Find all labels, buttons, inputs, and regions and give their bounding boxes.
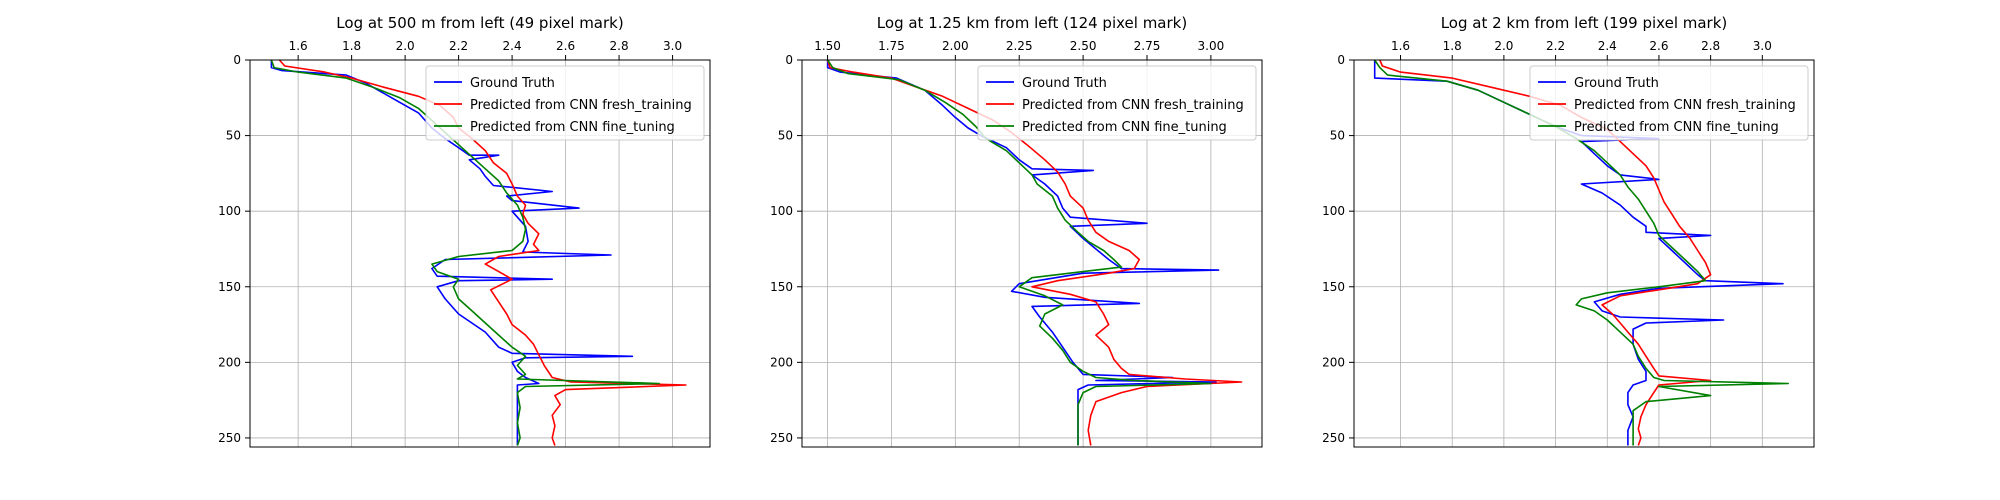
y-tick-label: 100 [218,204,241,218]
x-tick-label: 2.50 [1070,39,1097,53]
x-tick-label: 2.00 [942,39,969,53]
y-tick-label: 0 [1337,53,1345,67]
x-tick-label: 1.6 [1391,39,1410,53]
y-tick-label: 100 [770,204,793,218]
legend: Ground Truth Predicted from CNN fresh_tra… [425,65,705,141]
plot-frame [1353,59,1815,448]
legend-label: Predicted from CNN fresh_training [1574,98,1796,113]
x-tick-label: 2.25 [1006,39,1033,53]
x-tick-label: 3.0 [663,39,682,53]
legend-label: Predicted from CNN fine_tuning [470,120,675,135]
legend-box [425,65,705,141]
y-tick-label: 50 [778,129,793,143]
plot-frame [801,59,1263,448]
x-tick-label: 2.2 [449,39,468,53]
x-tick-label: 2.0 [1494,39,1513,53]
x-tick-label: 2.8 [610,39,629,53]
chart-panel-2: 1.50 1.75 2.00 2.25 2.50 2.75 3.00 0 50 100 150 200… [770,14,1263,448]
chart-title: Log at 500 m from left (49 pixel mark) [336,14,623,32]
legend-label: Ground Truth [1022,76,1107,91]
y-tick-label: 200 [770,355,793,369]
plot-frame [249,59,711,448]
x-tick-label: 1.75 [878,39,905,53]
series-line-3 [270,59,660,446]
y-tick-label: 250 [770,431,793,445]
x-tick-label: 3.00 [1198,39,1225,53]
legend-label: Ground Truth [470,76,555,91]
y-tick-label: 250 [218,431,241,445]
y-tick-label: 0 [233,53,241,67]
series-line-3 [826,59,1212,446]
x-tick-label: 2.0 [396,39,415,53]
legend: Ground Truth Predicted from CNN fresh_tra… [1529,65,1809,141]
y-tick-label: 250 [1322,431,1345,445]
legend-label: Predicted from CNN fine_tuning [1574,120,1779,135]
y-tick-label: 50 [1330,129,1345,143]
legend-label: Predicted from CNN fine_tuning [1022,120,1227,135]
legend-label: Predicted from CNN fresh_training [1022,98,1244,113]
x-tick-label: 2.4 [503,39,522,53]
legend: Ground Truth Predicted from CNN fresh_tra… [977,65,1257,141]
x-tick-label: 1.8 [1443,39,1462,53]
y-tick-label: 150 [1322,280,1345,294]
x-tick-label: 2.2 [1546,39,1565,53]
y-tick-label: 50 [226,129,241,143]
chart-panel-3: 1.6 1.8 2.0 2.2 2.4 2.6 2.8 3.0 0 50 100 150 200 250 L… [1322,14,1815,448]
y-tick-label: 150 [218,280,241,294]
x-tick-label: 1.50 [814,39,841,53]
x-tick-label: 2.4 [1598,39,1617,53]
x-tick-label: 2.8 [1701,39,1720,53]
chart-title: Log at 2 km from left (199 pixel mark) [1441,14,1728,32]
y-tick-label: 150 [770,280,793,294]
y-tick-label: 200 [218,355,241,369]
legend-label: Ground Truth [1574,76,1659,91]
y-tick-label: 100 [1322,204,1345,218]
chart-panel-1: 1.6 1.8 2.0 2.2 2.4 2.6 2.8 3.0 0 50 100 150 200 250 L… [218,14,711,448]
legend-box [977,65,1257,141]
x-tick-label: 3.0 [1753,39,1772,53]
legend-label: Predicted from CNN fresh_training [470,98,692,113]
y-tick-label: 0 [785,53,793,67]
x-tick-label: 2.6 [556,39,575,53]
x-tick-label: 1.6 [289,39,308,53]
y-tick-label: 200 [1322,355,1345,369]
chart-title: Log at 1.25 km from left (124 pixel mark… [877,14,1187,32]
x-tick-label: 1.8 [342,39,361,53]
x-tick-label: 2.6 [1649,39,1668,53]
legend-box [1529,65,1809,141]
x-tick-label: 2.75 [1134,39,1161,53]
